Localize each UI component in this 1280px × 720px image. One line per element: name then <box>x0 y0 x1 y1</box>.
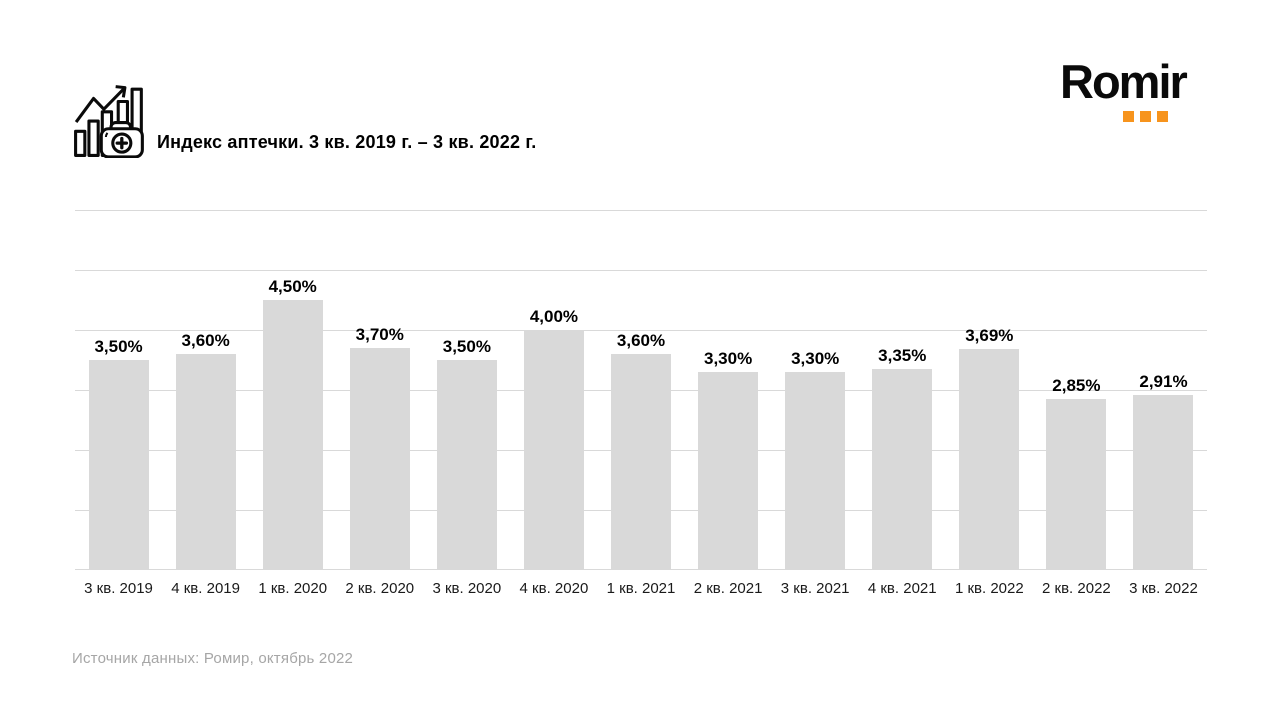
bar <box>88 360 149 570</box>
logo-dot <box>1157 111 1168 122</box>
logo-dot <box>1123 111 1134 122</box>
bar-value-label: 3,50% <box>442 337 491 356</box>
bar-column: 3,35% <box>859 210 946 570</box>
bar <box>698 372 759 570</box>
x-axis-label: 3 кв. 2022 <box>1129 580 1198 597</box>
logo-dot <box>1140 111 1151 122</box>
romir-logo-dots <box>1123 111 1168 122</box>
gridline <box>75 329 1207 331</box>
chart-title: Индекс аптечки. 3 кв. 2019 г. – 3 кв. 20… <box>157 132 537 152</box>
bar <box>611 354 671 570</box>
bar-value-label: 3,60% <box>616 331 666 350</box>
bar <box>175 354 236 570</box>
romir-logo: Romir <box>1060 56 1208 128</box>
bar <box>436 360 497 570</box>
icon-bar-medium <box>87 119 100 157</box>
x-axis-label: 1 кв. 2022 <box>954 580 1024 597</box>
bar <box>1133 395 1194 570</box>
icon-case-highlight <box>104 132 109 137</box>
x-axis-label: 2 кв. 2022 <box>1042 580 1111 597</box>
romir-logo-text: Romir <box>1060 55 1188 108</box>
bar-value-label: 4,50% <box>268 277 317 296</box>
bar-column: 2,91% <box>1120 210 1207 570</box>
bar <box>1046 399 1107 570</box>
x-axis-label: 1 кв. 2020 <box>258 580 328 597</box>
x-axis-label: 2 кв. 2020 <box>345 580 415 597</box>
bar <box>349 348 410 570</box>
x-axis-label: 4 кв. 2021 <box>867 580 937 597</box>
icon-cross <box>115 136 129 150</box>
icon-bar-small <box>74 129 87 157</box>
bar-column: 3,70% <box>336 210 423 570</box>
bar-value-label: 3,70% <box>355 325 404 344</box>
source-note: Источник данных: Ромир, октябрь 2022 <box>72 650 354 667</box>
icon-trend-line <box>74 86 126 123</box>
gridline <box>75 210 1207 211</box>
bar-column: 3,60% <box>597 210 684 570</box>
plot-area: 3,50% 3,60% 4,50% 3,70% 3,50% 4,00% 3,60… <box>75 210 1207 570</box>
bar <box>262 300 323 570</box>
bar <box>872 369 933 570</box>
bar-chart-first-aid-kit-icon <box>74 85 144 158</box>
bar-column: 4,00% <box>510 210 597 570</box>
bar-column: 3,60% <box>162 210 249 570</box>
bar-columns: 3,50% 3,60% 4,50% 3,70% 3,50% 4,00% 3,60… <box>75 210 1207 570</box>
x-axis-label: 1 кв. 2021 <box>606 580 676 597</box>
bar <box>959 348 1020 570</box>
bar-column: 3,30% <box>685 210 772 570</box>
x-axis-label: 2 кв. 2021 <box>693 580 763 597</box>
bar-value-label: 3,60% <box>181 331 230 350</box>
bar-value-label: 4,00% <box>529 307 579 326</box>
bar-value-label: 3,35% <box>878 346 927 365</box>
bar-value-label: 3,30% <box>791 349 840 368</box>
bar-column: 2,85% <box>1033 210 1120 570</box>
bar-value-label: 2,91% <box>1139 372 1188 392</box>
bar-column: 3,50% <box>423 210 510 570</box>
x-axis-labels: 3 кв. 2019 4 кв. 2019 1 кв. 2020 2 кв. 2… <box>75 580 1207 598</box>
bar-value-label: 2,85% <box>1052 376 1101 395</box>
icon-arrowhead <box>115 85 127 98</box>
bar-column: 3,69% <box>946 210 1033 570</box>
gridline <box>75 269 1207 271</box>
bar-value-label: 3,30% <box>703 349 753 368</box>
x-axis-label: 3 кв. 2021 <box>780 580 850 597</box>
bar-value-label: 3,69% <box>965 325 1014 345</box>
x-axis-label: 3 кв. 2020 <box>432 580 502 597</box>
bar-value-label: 3,50% <box>94 337 143 356</box>
bar-column: 3,50% <box>75 210 162 570</box>
x-axis-label: 4 кв. 2019 <box>171 580 240 597</box>
bar-column: 4,50% <box>249 210 336 570</box>
x-axis-label: 4 кв. 2020 <box>519 580 589 597</box>
bar-column: 3,30% <box>772 210 859 570</box>
bar <box>785 372 846 570</box>
x-axis-label: 3 кв. 2019 <box>84 580 153 597</box>
bar <box>523 330 584 570</box>
